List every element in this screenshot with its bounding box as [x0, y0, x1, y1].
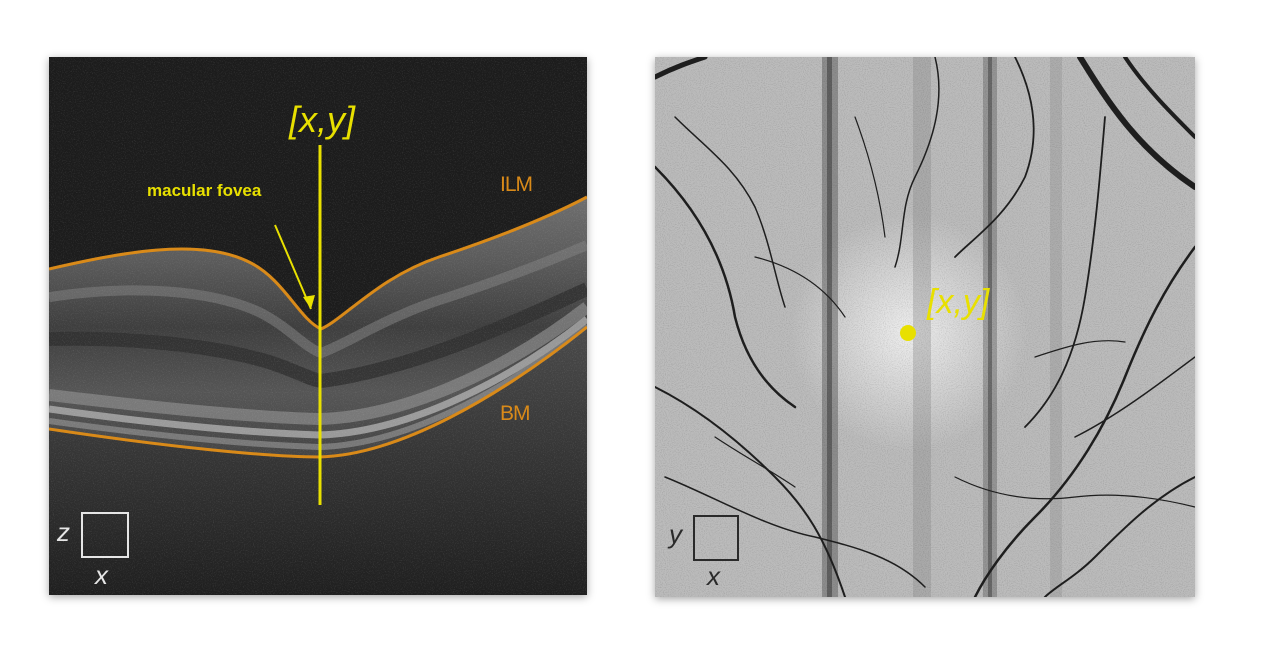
oct-bscan-image — [49, 57, 587, 595]
fovea-label: macular fovea — [147, 181, 262, 200]
fundus-coordinate-label: [x,y] — [927, 283, 990, 321]
fovea-pointer-arrow — [274, 224, 312, 310]
fundus-enface-panel: [x,y] y x — [655, 57, 1195, 597]
fundus-axis-box — [693, 515, 739, 561]
fovea-location-marker — [900, 325, 916, 341]
fundus-axis-y-label: y — [669, 519, 682, 549]
oct-axis-box — [81, 512, 129, 558]
retinal-vessels — [655, 57, 1195, 597]
oct-bscan-panel: [x,y] macular fovea ILM BM z x — [49, 57, 587, 595]
fundus-enface-image — [655, 57, 1195, 597]
oct-coordinate-label: [x,y] — [289, 99, 356, 140]
bm-label: BM — [500, 402, 530, 425]
fundus-axis-x-label: x — [707, 561, 720, 591]
oct-axis-z-label: z — [57, 517, 70, 547]
ilm-label: ILM — [500, 173, 533, 196]
oct-axis-x-label: x — [95, 560, 108, 590]
